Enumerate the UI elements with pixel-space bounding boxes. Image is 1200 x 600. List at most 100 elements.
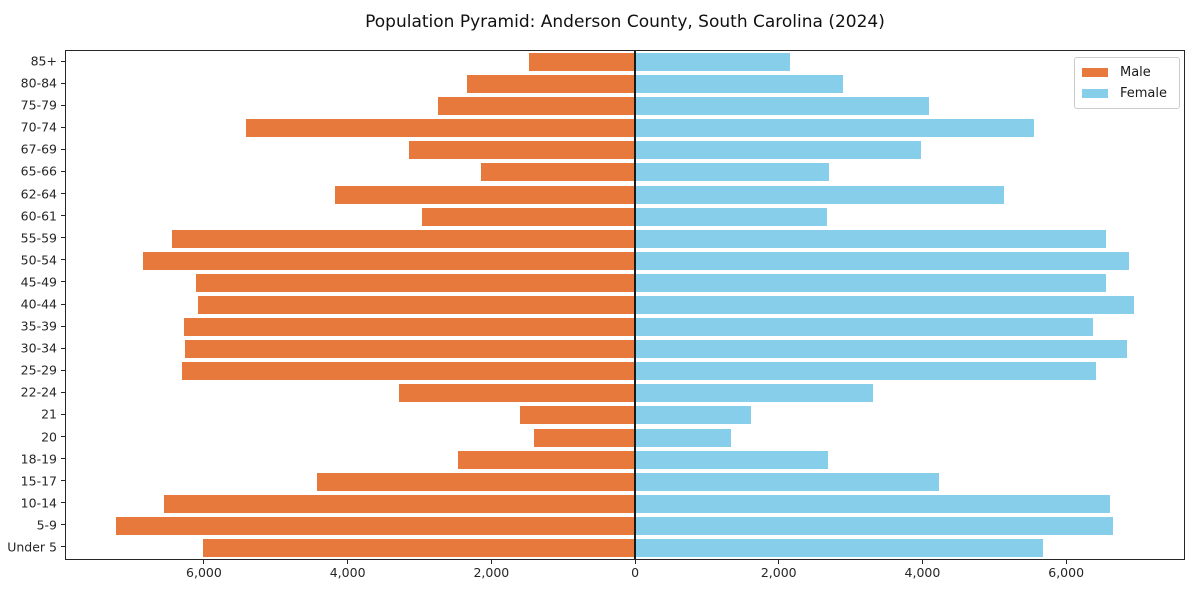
zero-axis-line — [634, 51, 636, 559]
y-tick-label: 18-19 — [20, 451, 57, 467]
y-tick-mark — [61, 480, 65, 482]
y-tick-label: 67-69 — [20, 141, 57, 157]
female-bar-30-34 — [635, 340, 1127, 359]
male-bar-20 — [534, 428, 636, 447]
y-tick-mark — [61, 524, 65, 526]
male-swatch-icon — [1081, 68, 1108, 77]
female-bar-55-59 — [635, 229, 1106, 248]
male-bar-75-79 — [438, 97, 636, 116]
x-tick-label: 2,000 — [473, 565, 510, 580]
y-tick-label: 50-54 — [20, 252, 57, 268]
y-tick-mark — [61, 104, 65, 106]
y-tick-mark — [61, 347, 65, 349]
y-tick-mark — [61, 148, 65, 150]
y-tick-label: 75-79 — [20, 97, 57, 113]
x-tick-label: 2,000 — [760, 565, 797, 580]
y-tick-label: 25-29 — [20, 362, 57, 378]
female-bar-60-61 — [635, 207, 827, 226]
y-tick-label: Under 5 — [7, 539, 57, 555]
y-tick-label: 62-64 — [20, 186, 57, 202]
y-tick-label: 5-9 — [36, 517, 57, 533]
y-tick-mark — [61, 170, 65, 172]
plot-area: Male Female 6,000 4,000 2,000 0 2,000 4,000 6,… — [65, 50, 1185, 580]
female-bar-20 — [635, 428, 732, 447]
y-tick-mark — [61, 546, 65, 548]
x-tick-label: 6,000 — [1048, 565, 1085, 580]
male-bar-60-61 — [422, 207, 636, 226]
x-tick-mark — [347, 560, 349, 564]
legend: Male Female — [1073, 57, 1180, 109]
male-bar-15-17 — [316, 472, 636, 491]
y-tick-mark — [61, 458, 65, 460]
female-bar-25-29 — [635, 362, 1097, 381]
x-tick-label: 6,000 — [186, 565, 222, 580]
y-tick-mark — [61, 325, 65, 327]
y-tick-label: 65-66 — [20, 163, 57, 179]
male-bar-70-74 — [245, 119, 636, 138]
y-tick-label: 35-39 — [20, 318, 57, 334]
y-tick-mark — [61, 369, 65, 371]
x-tick-mark — [778, 560, 780, 564]
female-bar-15-17 — [635, 472, 939, 491]
legend-item-male: Male — [1081, 65, 1167, 80]
male-bar-22-24 — [399, 384, 636, 403]
y-tick-label: 55-59 — [20, 230, 57, 246]
male-bar-62-64 — [334, 185, 636, 204]
female-bar-22-24 — [635, 384, 873, 403]
male-bar-Under 5 — [203, 538, 636, 557]
y-tick-mark — [61, 391, 65, 393]
female-bar-80-84 — [635, 75, 843, 94]
y-tick-mark — [61, 60, 65, 62]
female-bar-70-74 — [635, 119, 1034, 138]
y-tick-mark — [61, 413, 65, 415]
y-tick-mark — [61, 281, 65, 283]
male-bar-10-14 — [164, 494, 636, 513]
female-bar-85+ — [635, 53, 791, 72]
y-tick-mark — [61, 237, 65, 239]
female-bar-50-54 — [635, 251, 1130, 270]
male-bar-21 — [520, 406, 636, 425]
x-tick-mark — [1065, 560, 1067, 564]
female-bar-45-49 — [635, 273, 1106, 292]
y-tick-mark — [61, 502, 65, 504]
y-tick-label: 80-84 — [20, 75, 57, 91]
legend-item-female: Female — [1081, 86, 1167, 101]
female-bar-67-69 — [635, 141, 921, 160]
x-tick-mark — [490, 560, 492, 564]
male-bar-40-44 — [198, 296, 636, 314]
y-tick-label: 70-74 — [20, 119, 57, 135]
y-tick-mark — [61, 259, 65, 261]
male-bar-30-34 — [184, 340, 636, 359]
female-bar-35-39 — [635, 318, 1094, 337]
male-bar-80-84 — [466, 75, 636, 94]
female-bar-75-79 — [635, 97, 929, 116]
legend-label-female: Female — [1119, 86, 1167, 101]
y-tick-mark — [61, 436, 65, 438]
y-tick-label: 40-44 — [20, 296, 57, 312]
male-bar-55-59 — [172, 229, 636, 248]
y-tick-label: 30-34 — [20, 340, 57, 356]
y-tick-label: 10-14 — [20, 495, 57, 511]
x-tick-mark — [634, 560, 636, 564]
female-bar-Under 5 — [635, 538, 1044, 557]
y-tick-mark — [61, 215, 65, 217]
male-bar-18-19 — [457, 450, 636, 469]
y-tick-mark — [61, 303, 65, 305]
y-tick-label: 85+ — [30, 53, 57, 69]
male-bar-45-49 — [196, 273, 636, 292]
male-bar-65-66 — [480, 163, 636, 182]
x-tick-mark — [921, 560, 923, 564]
y-tick-label: 45-49 — [20, 274, 57, 290]
male-bar-67-69 — [408, 141, 636, 160]
y-tick-label: 22-24 — [20, 384, 57, 400]
female-bar-21 — [635, 406, 751, 425]
y-tick-mark — [61, 193, 65, 195]
y-tick-label: 60-61 — [20, 208, 57, 224]
female-bar-62-64 — [635, 185, 1005, 204]
female-bar-5-9 — [635, 516, 1113, 535]
y-axis-labels: 85+ 80-84 75-79 70-74 67-69 65-66 62-64 60-61 55… — [0, 50, 65, 560]
male-bar-50-54 — [142, 251, 636, 270]
x-tick-label: 0 — [631, 565, 640, 580]
y-tick-label: 15-17 — [20, 473, 57, 489]
